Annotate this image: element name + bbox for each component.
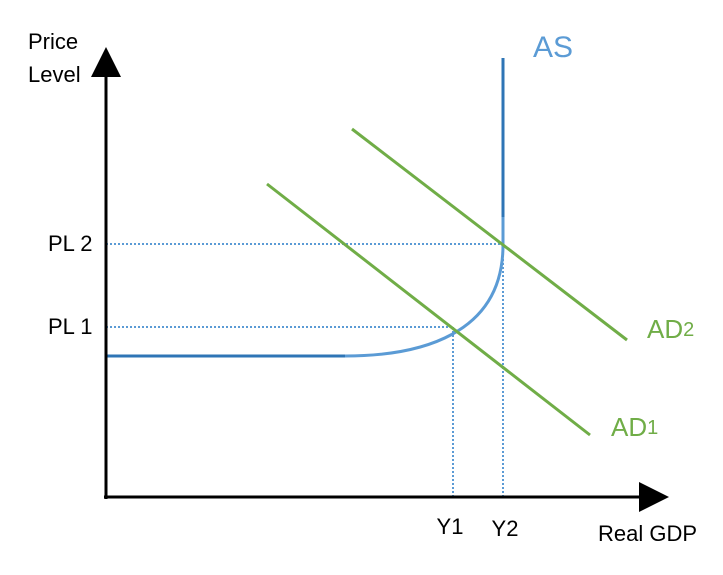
as-label: AS	[533, 31, 573, 64]
ad2-label-text: AD	[647, 314, 683, 344]
ad2-subscript: 2	[683, 319, 694, 341]
y2-label: Y2	[492, 516, 519, 541]
ad2-label: AD2	[647, 314, 694, 344]
ad1-line	[266, 182, 591, 437]
ad1-subscript: 1	[647, 417, 658, 439]
x-axis-label: Real GDP	[598, 521, 697, 546]
ad1-label-text: AD	[611, 412, 647, 442]
y1-label: Y1	[437, 514, 464, 539]
ad1-label: AD1	[611, 412, 658, 442]
pl1-label: PL 1	[48, 314, 92, 339]
as-curve	[344, 215, 505, 358]
y-axis-label: Level	[28, 62, 81, 87]
ad2-line	[351, 127, 628, 342]
y-axis-label: Price	[28, 29, 78, 54]
pl2-label: PL 2	[48, 231, 92, 256]
